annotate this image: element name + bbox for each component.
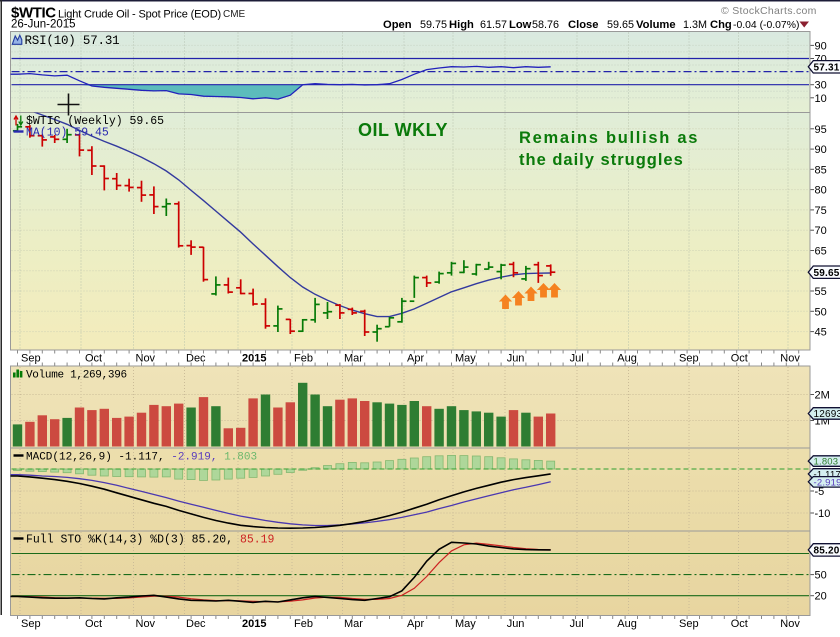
svg-text:-10: -10 <box>815 508 831 520</box>
svg-text:Jun: Jun <box>507 353 525 365</box>
svg-text:CME: CME <box>223 9 246 20</box>
svg-text:Oct: Oct <box>731 353 748 365</box>
svg-text:58.76: 58.76 <box>532 19 559 31</box>
svg-text:Feb: Feb <box>294 353 313 365</box>
svg-text:MA(10) 59.45: MA(10) 59.45 <box>26 127 109 140</box>
svg-text:Mar: Mar <box>344 618 363 630</box>
svg-text:90: 90 <box>815 144 827 156</box>
svg-text:Dec: Dec <box>186 618 206 630</box>
svg-text:59.65: 59.65 <box>607 19 634 31</box>
svg-text:Sep: Sep <box>679 353 699 365</box>
svg-text:1269396: 1269396 <box>814 409 840 420</box>
svg-text:Jul: Jul <box>570 618 584 630</box>
svg-text:61.57: 61.57 <box>480 19 507 31</box>
svg-text:Feb: Feb <box>294 618 313 630</box>
svg-text:Oct: Oct <box>731 618 748 630</box>
svg-text:26-Jun-2015: 26-Jun-2015 <box>11 19 76 31</box>
svg-text:80: 80 <box>815 185 827 197</box>
svg-text:Light Crude Oil - Spot Price (: Light Crude Oil - Spot Price (EOD) <box>58 9 221 21</box>
svg-text:Volume 1,269,396: Volume 1,269,396 <box>26 370 127 382</box>
svg-text:May: May <box>455 618 476 630</box>
svg-text:-2.919: -2.919 <box>814 477 840 488</box>
svg-text:20: 20 <box>815 591 827 603</box>
svg-text:OIL WKLY: OIL WKLY <box>358 120 448 140</box>
svg-text:10: 10 <box>815 93 827 105</box>
svg-text:Nov: Nov <box>780 618 800 630</box>
svg-text:Apr: Apr <box>407 353 424 365</box>
svg-text:90: 90 <box>815 40 827 52</box>
svg-text:Low: Low <box>509 19 532 31</box>
svg-text:RSI(10) 57.31: RSI(10) 57.31 <box>25 34 120 48</box>
svg-text:May: May <box>455 353 476 365</box>
svg-text:-0.04 (-0.07%): -0.04 (-0.07%) <box>733 20 799 31</box>
svg-text:2M: 2M <box>815 390 830 402</box>
svg-text:MACD(12,26,9) -1.117, -2.919,: MACD(12,26,9) -1.117, -2.919, 1.803 <box>26 452 257 464</box>
svg-text:1.803: 1.803 <box>814 457 839 468</box>
svg-text:Sep: Sep <box>679 618 699 630</box>
svg-text:85: 85 <box>815 164 827 176</box>
svg-text:Oct: Oct <box>85 618 102 630</box>
svg-text:65: 65 <box>815 246 827 258</box>
svg-text:45: 45 <box>815 327 827 339</box>
svg-text:59.75: 59.75 <box>420 19 447 31</box>
svg-text:Sep: Sep <box>21 353 41 365</box>
svg-text:85.20: 85.20 <box>814 546 840 557</box>
svg-text:70: 70 <box>815 225 827 237</box>
svg-text:Oct: Oct <box>85 353 102 365</box>
svg-text:Nov: Nov <box>136 618 156 630</box>
svg-text:Close: Close <box>568 19 598 31</box>
svg-text:Aug: Aug <box>617 353 637 365</box>
svg-text:© StockCharts.com: © StockCharts.com <box>721 5 817 17</box>
svg-text:Aug: Aug <box>617 618 637 630</box>
svg-text:Full STO %K(14,3) %D(3) 85.20,: Full STO %K(14,3) %D(3) 85.20, 85.19 <box>26 534 275 547</box>
svg-text:the daily struggles: the daily struggles <box>519 151 684 169</box>
svg-text:Chg: Chg <box>710 19 732 31</box>
svg-text:Sep: Sep <box>21 618 41 630</box>
svg-text:2015: 2015 <box>242 618 266 630</box>
svg-text:Nov: Nov <box>780 353 800 365</box>
svg-text:Nov: Nov <box>136 353 156 365</box>
svg-text:55: 55 <box>815 286 827 298</box>
svg-text:75: 75 <box>815 205 827 217</box>
svg-text:High: High <box>449 19 474 31</box>
svg-text:Volume: Volume <box>636 19 676 31</box>
svg-text:30: 30 <box>815 80 827 92</box>
svg-text:57.31: 57.31 <box>814 62 840 73</box>
svg-text:50: 50 <box>815 570 827 582</box>
svg-text:50: 50 <box>815 306 827 318</box>
svg-text:Mar: Mar <box>344 353 363 365</box>
svg-text:1.3M: 1.3M <box>683 19 707 31</box>
svg-text:Jul: Jul <box>570 353 584 365</box>
svg-text:Remains bullish as: Remains bullish as <box>519 129 699 147</box>
svg-text:Open: Open <box>383 19 412 31</box>
svg-text:2015: 2015 <box>242 353 266 365</box>
svg-text:59.65: 59.65 <box>814 268 840 279</box>
svg-text:95: 95 <box>815 124 827 136</box>
svg-text:Jun: Jun <box>507 618 525 630</box>
svg-text:Apr: Apr <box>407 618 424 630</box>
